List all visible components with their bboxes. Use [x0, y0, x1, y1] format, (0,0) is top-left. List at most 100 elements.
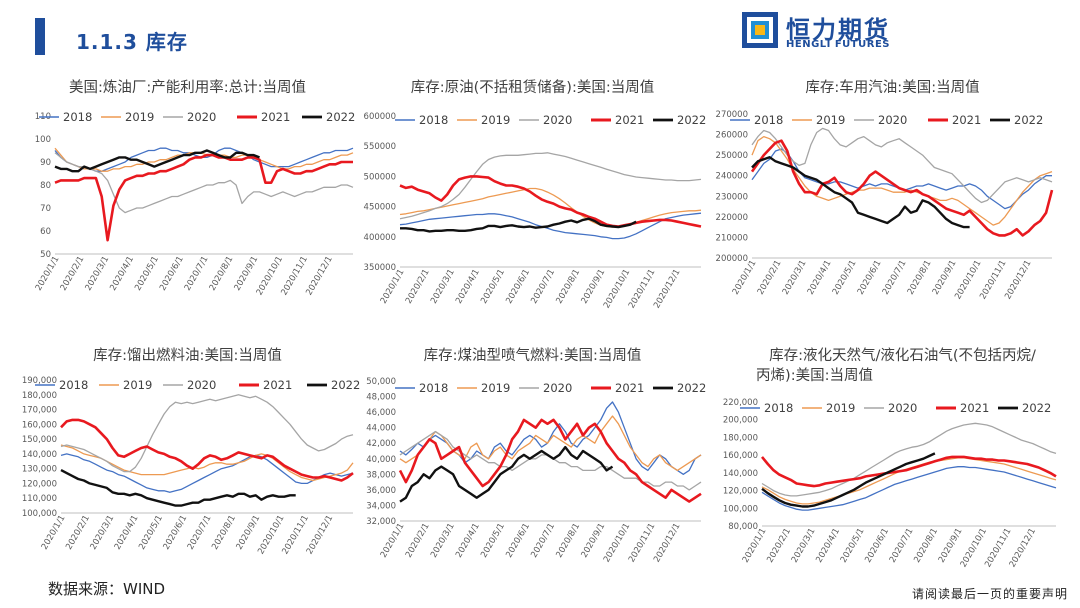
x-tick-label: 2020/5/1 — [839, 527, 867, 565]
series-line-2021 — [760, 455, 1057, 488]
x-tick-label: 2020/5/1 — [137, 514, 165, 552]
series-line-2020 — [399, 152, 702, 220]
series-line-2018 — [399, 212, 702, 240]
y-tick-label: 90 — [40, 158, 51, 168]
legend-label-2019: 2019 — [826, 401, 855, 415]
y-tick-label: 160,000 — [723, 451, 758, 461]
disclaimer-note: 请阅读最后一页的重要声明 — [911, 587, 1068, 601]
x-tick-label: 2020/6/1 — [504, 268, 532, 306]
y-tick-label: 220000 — [716, 213, 748, 223]
series-line-2018 — [761, 466, 1057, 511]
y-tick-label: 130,000 — [22, 465, 57, 475]
legend-label-2020: 2020 — [878, 113, 907, 127]
y-tick-label: 270000 — [716, 110, 748, 120]
y-tick-label: 120,000 — [723, 487, 758, 497]
series-line-2021 — [60, 418, 354, 482]
legend-label-2019: 2019 — [125, 110, 154, 124]
series-line-2021 — [54, 153, 353, 242]
y-tick-label: 80 — [40, 181, 51, 191]
legend-label-2022: 2022 — [1014, 113, 1043, 127]
company-logo: 恒力期货 HENGLI FUTURES — [742, 10, 912, 54]
legend-label-2018: 2018 — [764, 401, 793, 415]
legend-label-2022: 2022 — [331, 378, 360, 392]
y-tick-label: 32,000 — [366, 517, 396, 527]
x-tick-label: 2020/3/1 — [84, 255, 112, 293]
x-tick-label: 2020/4/1 — [454, 268, 482, 306]
legend-label-2021: 2021 — [952, 113, 981, 127]
series-line-2019 — [399, 187, 702, 228]
x-tick-label: 2020/9/1 — [235, 514, 263, 552]
chart-title: 库存:原油(不括租赁储备):美国:当周值 — [411, 79, 654, 96]
x-tick-label: 2020/12/1 — [652, 522, 682, 565]
logo-mark-icon — [742, 12, 778, 48]
y-tick-label: 350000 — [364, 263, 396, 273]
x-tick-label: 2020/5/1 — [479, 522, 507, 560]
series-line-2022 — [60, 469, 296, 507]
legend-label-2021: 2021 — [263, 378, 292, 392]
y-tick-label: 100,000 — [22, 509, 57, 519]
chart-title: 库存:馏出燃料油:美国:当周值 — [93, 346, 282, 364]
data-source-note: 数据来源：WIND — [48, 580, 166, 598]
y-tick-label: 500000 — [364, 172, 396, 182]
series-line-2021 — [750, 139, 1054, 237]
x-tick-label: 2020/1/1 — [379, 268, 407, 306]
x-tick-label: 2020/8/1 — [906, 259, 934, 297]
x-tick-label: 2020/6/1 — [856, 259, 884, 297]
legend-label-2019: 2019 — [481, 381, 510, 395]
x-tick-label: 2020/1/1 — [40, 514, 68, 552]
chart-svg: 库存:原油(不括租赁储备):美国:当周值 350000 400000 450000 50… — [364, 79, 707, 310]
x-tick-label: 2020/9/1 — [937, 527, 965, 565]
chart-svg: 库存:煤油型喷气燃料:美国:当周值 32,000 34,000 36,000 38,00… — [366, 346, 706, 565]
x-tick-label: 2020/7/1 — [529, 522, 557, 560]
y-tick-label: 60 — [40, 227, 51, 237]
y-tick-label: 50 — [40, 250, 51, 260]
y-tick-label: 140,000 — [22, 450, 57, 460]
x-tick-label: 2020/3/1 — [781, 259, 809, 297]
x-tick-label: 2020/5/1 — [133, 255, 161, 293]
chart-gasoline-inventory: 库存:车用汽油:美国:当周值 200000 210000 220000 230000 24… — [710, 72, 1075, 337]
x-tick-label: 2020/1/1 — [731, 259, 759, 297]
x-tick-label: 2020/4/1 — [806, 259, 834, 297]
y-tick-label: 180,000 — [22, 391, 57, 401]
x-tick-label: 2020/3/1 — [429, 268, 457, 306]
y-tick-label: 48,000 — [366, 393, 396, 403]
x-tick-label: 2020/7/1 — [183, 255, 211, 293]
y-tick-label: 120,000 — [22, 479, 57, 489]
x-tick-label: 2020/7/1 — [881, 259, 909, 297]
chart-title: 库存:车用汽油:美国:当周值 — [805, 79, 979, 96]
x-tick-label: 2020/7/1 — [529, 268, 557, 306]
legend-label-2019: 2019 — [816, 113, 845, 127]
x-tick-label: 2020/8/1 — [210, 514, 238, 552]
series-line-2019 — [60, 444, 354, 482]
y-tick-label: 38,000 — [366, 470, 396, 480]
chart-svg: 库存:车用汽油:美国:当周值 200000 210000 220000 230000 24… — [716, 79, 1054, 301]
legend-label-2018: 2018 — [419, 113, 448, 127]
x-tick-label: 2020/9/1 — [580, 522, 608, 560]
x-tick-label: 2020/2/1 — [756, 259, 784, 297]
chart-crude-oil-inventory: 库存:原油(不括租赁储备):美国:当周值 350000 400000 450000 50… — [355, 72, 710, 337]
series-line-2019 — [54, 147, 354, 172]
y-tick-label: 190,000 — [22, 376, 57, 386]
x-tick-label: 2020/3/1 — [790, 527, 818, 565]
legend-label-2021: 2021 — [615, 113, 644, 127]
x-tick-label: 2020/8/1 — [912, 527, 940, 565]
y-tick-label: 200,000 — [723, 416, 758, 426]
x-tick-label: 2020/8/1 — [208, 254, 236, 292]
x-tick-label: 2020/4/1 — [814, 527, 842, 565]
legend-label-2022: 2022 — [677, 113, 706, 127]
legend-label-2021: 2021 — [615, 381, 644, 395]
legend-label-2021: 2021 — [960, 401, 989, 415]
y-tick-label: 70 — [40, 204, 51, 214]
x-tick-label: 2020/4/1 — [108, 255, 136, 293]
y-tick-label: 550000 — [364, 142, 396, 152]
legend-label-2021: 2021 — [261, 110, 290, 124]
y-tick-label: 600000 — [364, 112, 396, 122]
y-tick-label: 250000 — [716, 151, 748, 161]
chart-distillate-inventory: 库存:馏出燃料油:美国:当周值 100,000 110,000 120,000 130,… — [15, 340, 360, 575]
chart-title: 库存:煤油型喷气燃料:美国:当周值 — [424, 346, 642, 364]
chart-title: 库存:液化天然气/液化石油气(不包括丙烷/ — [769, 347, 1036, 364]
chart-lng-lpg-inventory: 库存:液化天然气/液化石油气(不包括丙烷/丙烯):美国:当周值 80,000 100… — [710, 340, 1075, 575]
legend-label-2020: 2020 — [187, 378, 216, 392]
logo-chinese-name: 恒力期货 — [786, 16, 890, 44]
legend-label-2018: 2018 — [754, 113, 783, 127]
